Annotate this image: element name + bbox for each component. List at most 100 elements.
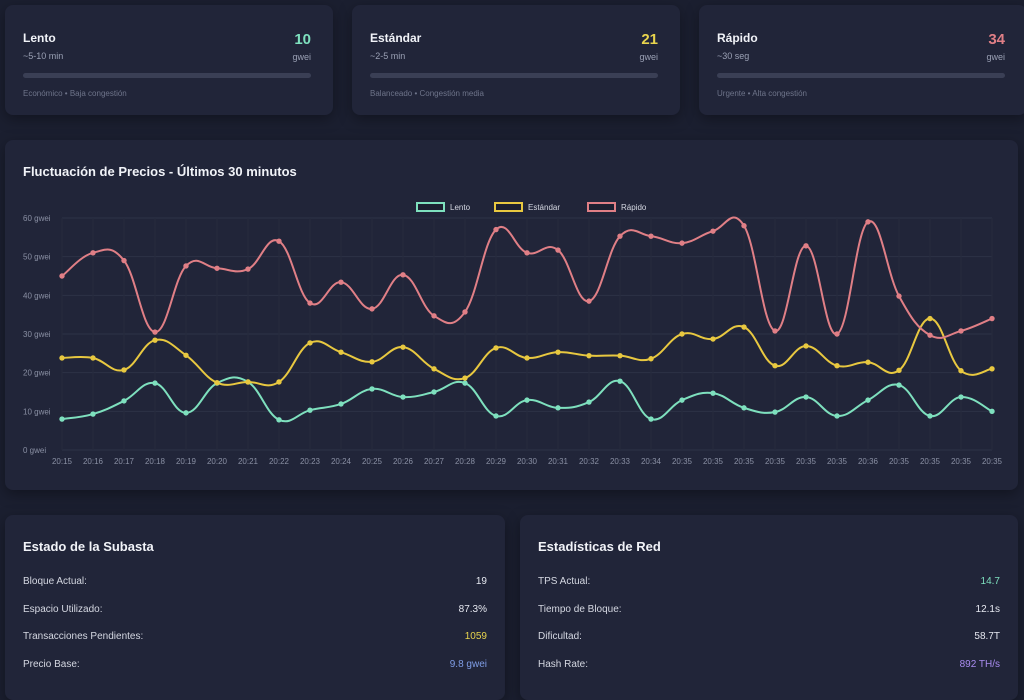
x-tick-label: 20:32 [579,457,600,466]
x-tick-label: 20:31 [548,457,569,466]
data-point [214,265,220,271]
data-point [772,328,778,334]
y-tick-label: 20 gwei [23,369,51,378]
x-tick-label: 20:18 [145,457,166,466]
data-point [772,363,778,369]
data-point [555,405,561,411]
network-row: Hash Rate: 892 TH/s [538,659,1000,687]
data-point [865,219,871,225]
data-point [555,349,561,355]
x-tick-label: 20:15 [52,457,73,466]
data-point [121,398,127,404]
data-point [555,247,561,253]
stat-label: TPS Actual: [538,576,591,587]
data-point [834,363,840,369]
x-tick-label: 20:35 [734,457,755,466]
data-point [462,380,468,386]
x-tick-label: 20:35 [889,457,910,466]
fee-name: Estándar [370,31,422,45]
network-stats-panel: Estadísticas de Red TPS Actual: 14.7 Tiemp… [520,515,1018,700]
x-tick-label: 20:24 [331,457,352,466]
data-point [214,380,220,386]
x-tick-label: 20:28 [455,457,476,466]
x-tick-label: 20:30 [517,457,538,466]
data-point [400,272,406,278]
fee-progress-bar [23,73,311,78]
x-tick-label: 20:16 [83,457,104,466]
data-point [152,329,158,335]
data-point [121,367,127,373]
data-point [183,352,189,358]
fee-card-2: Rápido ~30 seg 34 gwei Urgente • Alta co… [699,5,1024,115]
data-point [307,407,313,413]
data-point [834,413,840,419]
auction-title: Estado de la Subasta [23,539,154,554]
x-tick-label: 20:25 [362,457,383,466]
legend-swatch [587,202,616,212]
stat-value: 892 TH/s [959,658,1000,670]
data-point [648,416,654,422]
stat-label: Espacio Utilizado: [23,603,103,615]
data-point [431,313,437,319]
x-tick-label: 20:34 [641,457,662,466]
data-point [462,309,468,315]
data-point [586,298,592,304]
data-point [617,233,623,239]
x-tick-label: 20:29 [486,457,507,466]
auction-row: Bloque Actual: 19 [23,576,487,604]
data-point [772,409,778,415]
data-point [896,382,902,388]
data-point [493,413,499,419]
data-point [679,331,685,337]
fee-name: Lento [23,31,56,45]
data-point [462,375,468,381]
x-tick-label: 20:35 [703,457,724,466]
network-row: Dificultad: 58.7T [538,631,1000,659]
fee-unit: gwei [292,52,311,62]
data-point [369,306,375,312]
data-point [493,226,499,233]
x-tick-label: 20:35 [951,457,972,466]
x-tick-label: 20:17 [114,457,135,466]
data-point [958,368,964,374]
data-point [741,324,747,330]
x-tick-label: 20:36 [858,457,879,466]
stat-label: Hash Rate: [538,658,589,670]
fee-value: 21 [641,31,658,48]
data-point [90,411,96,417]
x-tick-label: 20:33 [610,457,631,466]
data-point [307,340,313,346]
stat-value: 14.7 [980,576,1000,587]
fee-description: Balanceado • Congestión media [370,89,484,98]
x-tick-label: 20:35 [982,457,1003,466]
data-point [989,408,995,415]
data-point [865,397,871,403]
y-tick-label: 10 gwei [23,407,51,416]
chart-title: Fluctuación de Precios - Últimos 30 minu… [23,164,297,179]
x-tick-label: 20:26 [393,457,414,466]
data-point [245,266,251,272]
fee-time: ~30 seg [717,51,750,61]
data-point [679,397,685,403]
legend-swatch [494,202,523,212]
auction-row: Espacio Utilizado: 87.3% [23,604,487,632]
fee-unit: gwei [639,52,658,62]
data-point [431,366,437,372]
fee-unit: gwei [986,52,1005,62]
data-point [803,243,809,249]
y-tick-label: 40 gwei [23,291,51,300]
data-point [276,379,282,385]
x-tick-label: 20:22 [269,457,290,466]
x-tick-label: 20:19 [176,457,197,466]
data-point [927,315,933,322]
data-point [803,343,809,349]
auction-status-panel: Estado de la Subasta Bloque Actual: 19 Esp… [5,515,505,700]
legend-swatch [416,202,445,212]
data-point [524,250,530,256]
data-point [617,352,623,359]
stat-label: Dificultad: [538,631,582,642]
legend-label-rápido: Rápido [621,203,647,212]
x-tick-label: 20:35 [796,457,817,466]
data-point [865,359,871,365]
fee-progress-bar [370,73,658,78]
